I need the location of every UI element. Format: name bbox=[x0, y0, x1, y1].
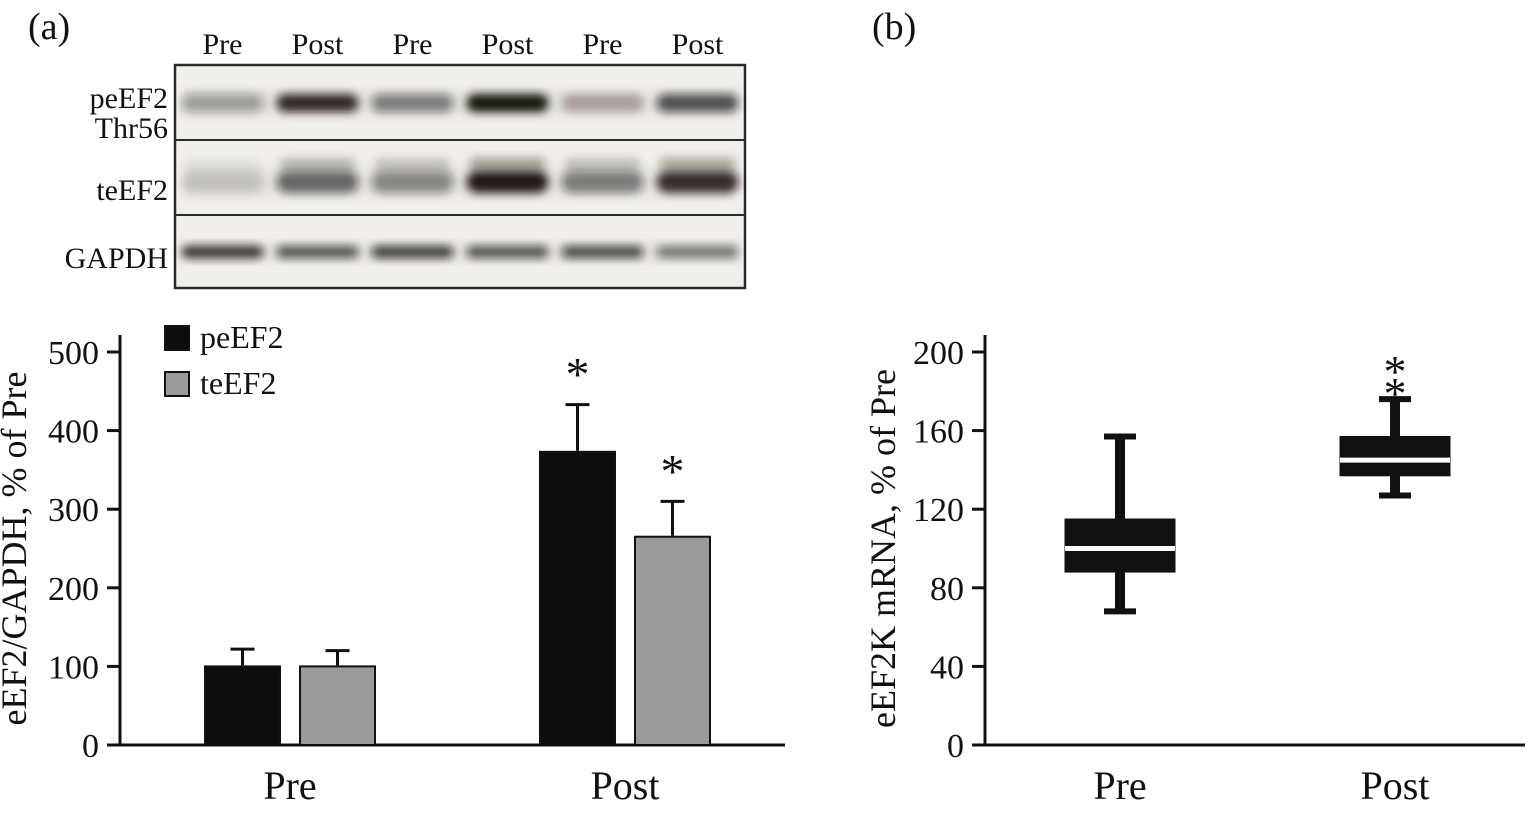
legend-swatch-teEF2 bbox=[164, 371, 190, 397]
panel-b-label: (b) bbox=[872, 6, 917, 48]
blot-band bbox=[371, 94, 454, 112]
blot-lane-label: Post bbox=[292, 30, 344, 61]
blot-smear bbox=[183, 242, 737, 262]
y-tick-label: 0 bbox=[947, 728, 964, 765]
blot-band-echo bbox=[184, 158, 261, 170]
blot-band bbox=[466, 94, 549, 112]
blot-band bbox=[656, 246, 739, 258]
blot-row-label: teEF2 bbox=[96, 174, 168, 207]
x-category-label: Pre bbox=[263, 763, 316, 808]
y-tick-label: 500 bbox=[48, 335, 99, 372]
bar-teEF2-Pre bbox=[299, 665, 376, 746]
blot-band bbox=[276, 171, 359, 193]
blot-band bbox=[561, 171, 644, 193]
blot-band bbox=[656, 94, 739, 112]
significance-asterisk: * bbox=[661, 445, 685, 498]
y-tick-label: 120 bbox=[913, 492, 964, 529]
blot-band bbox=[466, 171, 549, 193]
blot-band bbox=[371, 171, 454, 193]
significance-asterisk: * bbox=[566, 349, 590, 402]
blot-lane-label: Pre bbox=[583, 30, 623, 61]
panel-a-label: (a) bbox=[28, 6, 71, 48]
legend-swatch-peEF2 bbox=[164, 325, 190, 351]
y-tick-label: 100 bbox=[48, 649, 99, 686]
blot-band-echo bbox=[659, 158, 736, 170]
blot-band bbox=[181, 246, 264, 258]
blot-band bbox=[656, 171, 739, 193]
x-category-label: Post bbox=[1361, 763, 1430, 808]
y-axis-title: eEF2K mRNA, % of Pre bbox=[870, 369, 903, 728]
bar-peEF2-Pre bbox=[204, 665, 281, 746]
bar-chart: 0 100 200 300 400 500 eEF2/GAPDH, % of Pre Pre P… bbox=[0, 319, 785, 808]
bar-peEF2-Post bbox=[539, 450, 616, 747]
blot-band bbox=[276, 94, 359, 112]
legend-label: peEF2 bbox=[200, 319, 284, 355]
blot-row-label: Thr56 bbox=[95, 112, 168, 145]
x-category-label: Pre bbox=[1093, 763, 1146, 808]
y-tick-label: 400 bbox=[48, 414, 99, 451]
blot-lane-label: Post bbox=[672, 30, 724, 61]
y-tick-label: 80 bbox=[930, 571, 964, 608]
blot-band bbox=[276, 246, 359, 258]
legend-label: teEF2 bbox=[200, 365, 276, 401]
y-tick-label: 200 bbox=[48, 571, 99, 608]
box-plot: 0 40 80 120 160 200 eEF2K mRNA, % of Pre Pre Pos… bbox=[870, 335, 1525, 808]
significance-asterisk: * bbox=[1384, 346, 1407, 397]
y-tick-label: 40 bbox=[930, 649, 964, 686]
blot-band-echo bbox=[564, 158, 641, 170]
box-Post bbox=[1339, 435, 1451, 477]
blot-band bbox=[561, 246, 644, 258]
bar-teEF2-Post bbox=[634, 535, 711, 746]
blot-band bbox=[371, 246, 454, 258]
y-tick-label: 0 bbox=[82, 728, 99, 765]
blot-band bbox=[561, 94, 644, 112]
blot-smear bbox=[183, 90, 737, 116]
blot-row-label: peEF2 bbox=[90, 82, 168, 115]
x-category-label: Post bbox=[591, 763, 660, 808]
blot-band bbox=[466, 246, 549, 258]
significance-asterisk: * bbox=[1384, 368, 1407, 419]
blot-row-label: GAPDH bbox=[65, 242, 168, 275]
blot-smear bbox=[183, 167, 737, 197]
blot-band-echo bbox=[469, 158, 546, 170]
y-tick-label: 300 bbox=[48, 492, 99, 529]
y-axis-title: eEF2/GAPDH, % of Pre bbox=[0, 372, 34, 726]
blot-lane-label: Pre bbox=[203, 30, 243, 61]
blot-lane-label: Post bbox=[482, 30, 534, 61]
box-Pre bbox=[1064, 518, 1176, 573]
blot-band bbox=[181, 94, 264, 112]
blot-band-echo bbox=[279, 158, 356, 170]
y-tick-label: 200 bbox=[913, 335, 964, 372]
blot-band bbox=[181, 171, 264, 193]
blot-band-echo bbox=[374, 158, 451, 170]
y-tick-label: 160 bbox=[913, 414, 964, 451]
blot-lane-label: Pre bbox=[393, 30, 433, 61]
